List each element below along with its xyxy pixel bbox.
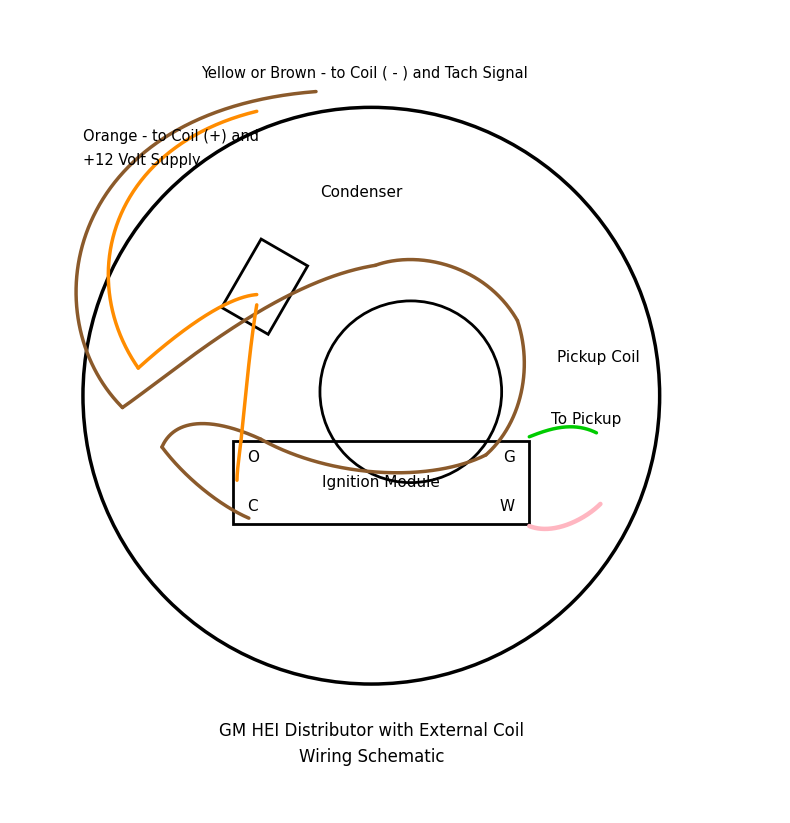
Text: GM HEI Distributor with External Coil: GM HEI Distributor with External Coil bbox=[219, 723, 524, 741]
Text: Condenser: Condenser bbox=[320, 185, 402, 200]
Text: G: G bbox=[503, 450, 515, 465]
Text: Wiring Schematic: Wiring Schematic bbox=[299, 748, 444, 765]
Bar bbox=[222, 239, 307, 334]
Text: Ignition Module: Ignition Module bbox=[322, 475, 440, 490]
Text: To Pickup: To Pickup bbox=[551, 412, 622, 427]
Text: Yellow or Brown - to Coil ( - ) and Tach Signal: Yellow or Brown - to Coil ( - ) and Tach… bbox=[201, 66, 529, 81]
Bar bbox=[233, 441, 529, 523]
Text: Pickup Coil: Pickup Coil bbox=[557, 351, 640, 365]
Text: O: O bbox=[247, 450, 259, 465]
Text: Orange - to Coil (+) and: Orange - to Coil (+) and bbox=[83, 129, 259, 144]
Text: C: C bbox=[247, 500, 258, 514]
Text: +12 Volt Supply: +12 Volt Supply bbox=[83, 153, 201, 168]
Text: W: W bbox=[500, 500, 515, 514]
